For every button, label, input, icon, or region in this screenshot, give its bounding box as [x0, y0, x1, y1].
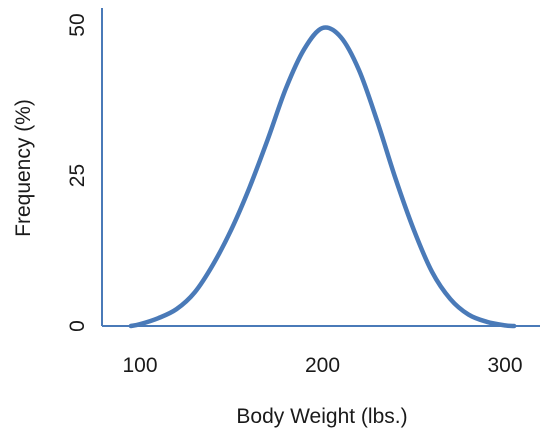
y-axis-title: Frequency (%) — [12, 99, 35, 237]
x-tick-label: 200 — [305, 354, 340, 377]
x-tick-label: 300 — [487, 354, 522, 377]
y-tick-label: 0 — [66, 320, 89, 332]
y-tick-labels: 0 25 50 — [66, 13, 89, 332]
series-line — [128, 25, 517, 329]
x-tick-label: 100 — [122, 354, 157, 377]
y-tick-label: 25 — [66, 164, 89, 187]
y-tick-label: 50 — [66, 13, 89, 36]
series-group — [128, 25, 517, 329]
x-axis-title: Body Weight (lbs.) — [236, 405, 407, 428]
x-tick-labels: 100 200 300 — [122, 354, 522, 377]
